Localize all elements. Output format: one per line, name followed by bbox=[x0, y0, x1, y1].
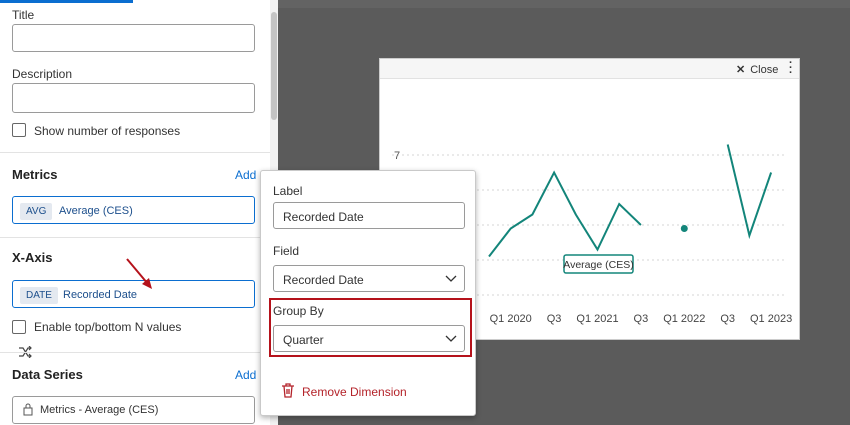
field-label: Field bbox=[273, 244, 300, 258]
metric-chip[interactable] bbox=[12, 196, 255, 224]
title-input[interactable] bbox=[12, 24, 255, 52]
field-label: Group By bbox=[273, 304, 324, 318]
chip-value: Recorded Date bbox=[63, 289, 137, 301]
description-input[interactable] bbox=[12, 83, 255, 113]
trash-icon bbox=[282, 383, 294, 398]
lock-icon bbox=[23, 403, 33, 416]
x-tick-label: Q1 2021 bbox=[576, 313, 618, 325]
field-label: Description bbox=[12, 67, 73, 81]
x-tick-label: Q1 2020 bbox=[490, 313, 532, 325]
widget-header bbox=[380, 59, 799, 79]
annotation-arrow bbox=[126, 258, 152, 289]
checkbox[interactable] bbox=[12, 320, 26, 334]
tab-indicator bbox=[0, 0, 133, 3]
close-label: Close bbox=[750, 64, 779, 76]
chevron bbox=[445, 275, 457, 282]
settings-panel: Title Description Show number of respons… bbox=[0, 0, 278, 425]
chip-value: Average (CES) bbox=[59, 205, 133, 217]
x-tick-label: Q1 2022 bbox=[663, 313, 705, 325]
series-label-text: Average (CES) bbox=[563, 259, 633, 271]
field-label: Label bbox=[273, 184, 303, 198]
series-value: Metrics - Average (CES) bbox=[40, 404, 159, 416]
x-tick-label: Q3 bbox=[547, 313, 562, 325]
chip-tag: DATE bbox=[20, 287, 58, 304]
canvas-band bbox=[278, 0, 850, 8]
data-point bbox=[680, 225, 688, 232]
series-field bbox=[12, 396, 255, 424]
highlight-box bbox=[269, 298, 472, 357]
x-tick-label: Q3 bbox=[720, 313, 735, 325]
x-tick-label: Q3 bbox=[634, 313, 649, 325]
series-line bbox=[726, 144, 773, 240]
series-label-box bbox=[563, 254, 634, 274]
field-label: Title bbox=[12, 8, 35, 22]
chip-tag: AVG bbox=[20, 203, 53, 220]
group-by-select[interactable]: Quarter bbox=[273, 325, 465, 352]
series-line bbox=[488, 170, 642, 258]
divider bbox=[0, 152, 270, 153]
label-input[interactable]: Recorded Date bbox=[273, 202, 465, 229]
close-button[interactable]: ✕ Close bbox=[736, 64, 779, 76]
checkbox-label: Show number of responses bbox=[34, 124, 181, 138]
y-tick-label: 7 bbox=[394, 150, 400, 162]
section-heading: Metrics bbox=[12, 167, 58, 182]
divider bbox=[0, 237, 270, 238]
field-select[interactable]: Recorded Date bbox=[273, 265, 465, 292]
x-tick-label: Q1 2023 bbox=[750, 313, 792, 325]
kebab-menu[interactable]: · · · bbox=[789, 57, 793, 79]
series-label: Average (CES) bbox=[563, 254, 634, 274]
checkbox[interactable] bbox=[12, 123, 26, 137]
checkbox-label: Enable top/bottom N values bbox=[34, 320, 182, 334]
section-heading: X-Axis bbox=[12, 250, 53, 265]
chevron bbox=[445, 335, 457, 342]
dimension-popover: Label Recorded Date Field Recorded Date … bbox=[260, 170, 476, 416]
remove-label: Remove Dimension bbox=[302, 385, 407, 399]
add-button[interactable]: Add bbox=[235, 368, 257, 382]
add-button[interactable]: Add bbox=[235, 168, 257, 182]
divider bbox=[0, 352, 270, 353]
section-heading: Data Series bbox=[12, 367, 83, 382]
scrollbar-thumb[interactable] bbox=[271, 12, 277, 120]
